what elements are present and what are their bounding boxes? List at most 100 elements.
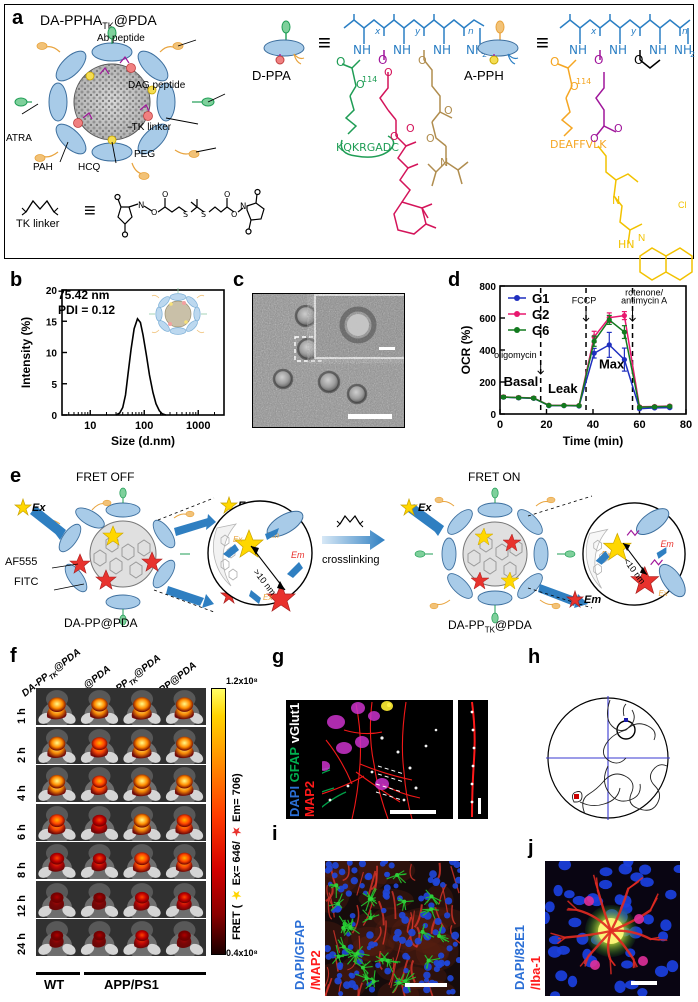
- svg-text:O: O: [162, 190, 168, 199]
- svg-text:15: 15: [46, 317, 58, 328]
- panel-f-colorbar: [211, 688, 226, 955]
- label-vglut1-g: vGlut1: [287, 702, 302, 744]
- tk-linker-structure-right: N: [240, 186, 280, 248]
- svg-text:1000: 1000: [186, 420, 210, 432]
- svg-text:HN: HN: [618, 238, 635, 251]
- panel-g-label-row2: MAP2: [302, 702, 317, 817]
- crosslinking-label: crosslinking: [322, 554, 380, 566]
- label-tk-linker-callout: --TK linker: [127, 122, 172, 133]
- svg-text:Time (min): Time (min): [563, 434, 623, 448]
- tk-linker-legend: [20, 196, 64, 218]
- panel-i-label-row2: /MAP2: [308, 880, 323, 990]
- panel-e-letter: e: [10, 465, 22, 487]
- svg-text:O: O: [384, 66, 393, 79]
- svg-text:10: 10: [84, 420, 96, 432]
- label-dag-peptide: DAG peptide: [128, 80, 186, 91]
- svg-text:antimycin A: antimycin A: [621, 296, 667, 306]
- label-tk-linker-text: TK linker: [131, 122, 172, 133]
- panel-f-row: [36, 842, 206, 879]
- svg-text:O: O: [570, 80, 579, 93]
- nanoparticle-schematic-a: [14, 26, 230, 180]
- svg-text:60: 60: [633, 419, 645, 431]
- colorbar-title: FRET ( ★ Ex= 646/ ★ Em= 706): [230, 710, 243, 940]
- svg-text:Size (d.nm): Size (d.nm): [111, 434, 175, 448]
- svg-text:800: 800: [479, 282, 496, 293]
- fret-off-title: FRET OFF: [76, 470, 135, 484]
- colorbar-title-p2: Em= 706): [231, 773, 243, 822]
- svg-text:DEAFFVLK: DEAFFVLK: [550, 138, 607, 151]
- colorbar-star-yellow: ★: [231, 888, 243, 902]
- tem-image: [252, 293, 405, 428]
- af555-label: AF555: [5, 556, 38, 568]
- em-label-right: Em: [584, 594, 602, 606]
- svg-text:N: N: [612, 194, 620, 207]
- panel-a-letter: a: [12, 7, 24, 29]
- em-star-yellow-left: [220, 495, 238, 515]
- svg-text:2: 2: [690, 50, 695, 59]
- panel-j-letter: j: [528, 837, 534, 859]
- svg-text:O: O: [590, 132, 599, 145]
- svg-text:O: O: [231, 210, 237, 219]
- dppa-name: D-PPA: [252, 68, 291, 83]
- svg-text:O: O: [390, 130, 399, 143]
- panel-g-label-row1: DAPI GFAP vGlut1: [287, 702, 302, 817]
- fret-off-schematic: [18, 487, 228, 626]
- panel-f-timepoint-5: 12 h: [16, 894, 28, 917]
- svg-text:NH: NH: [674, 43, 692, 57]
- dppa-icon: [258, 20, 314, 70]
- panel-j-image: [545, 861, 680, 996]
- svg-text:O: O: [356, 78, 365, 91]
- fret-off-inset: >10 nm Ex Em Em Ex: [205, 498, 315, 612]
- svg-text:10: 10: [46, 349, 58, 360]
- tk-equiv-sign: ≡: [84, 200, 96, 222]
- label-map2-g: MAP2: [302, 780, 317, 817]
- group-bar-wt: [36, 972, 80, 975]
- dapp-pda-name: DA-PP@PDA: [64, 616, 138, 630]
- svg-text:NH: NH: [649, 43, 667, 57]
- dapp-tk-pda-tail: @PDA: [494, 618, 532, 632]
- ex-label-left: Ex: [32, 502, 46, 514]
- panel-f-timepoint-6: 24 h: [16, 932, 28, 955]
- dapp-tk-pda-name: DA-PPTK@PDA: [448, 618, 532, 634]
- panel-f-row: [36, 880, 206, 918]
- panel-f-timepoint-3: 6 h: [16, 823, 28, 840]
- svg-text:Ex: Ex: [659, 589, 669, 598]
- apph-structure: NH NH NH NH 2 x y n O O 114 DEAFFVLK: [550, 14, 696, 281]
- col0-tail: @PDA: [51, 646, 83, 675]
- svg-text:O: O: [634, 53, 643, 67]
- apph-icon: [472, 20, 528, 70]
- panel-d-letter: d: [448, 269, 461, 291]
- svg-text:200: 200: [479, 378, 496, 389]
- svg-text:G1: G1: [532, 291, 549, 306]
- svg-text:Ex: Ex: [233, 535, 243, 544]
- svg-text:y: y: [414, 27, 421, 37]
- svg-text:O: O: [444, 104, 453, 117]
- tk-linker-legend-label: TK linker: [16, 218, 60, 230]
- panel-b-letter: b: [10, 269, 23, 291]
- panel-b-chart: 0 5 10 15 20 10 100 1000 Size (d.nm) Intensity (%…: [16, 272, 231, 448]
- col3-tail: @PDA: [167, 660, 199, 688]
- apph-hcq-n-label: N: [638, 233, 646, 244]
- svg-text:40: 40: [587, 419, 599, 431]
- panel-a-title-sub: TK: [102, 20, 114, 31]
- svg-text:x: x: [590, 27, 597, 37]
- panel-f-row: [36, 765, 206, 802]
- svg-text:0: 0: [497, 419, 503, 431]
- label-pah: PAH: [33, 162, 53, 173]
- svg-text:S: S: [183, 210, 188, 219]
- svg-text:114: 114: [362, 75, 377, 84]
- dapp-tk-pda-main: DA-PP: [448, 618, 485, 632]
- svg-text:20: 20: [540, 419, 552, 431]
- svg-text:n: n: [682, 27, 688, 37]
- svg-text:Em: Em: [291, 550, 305, 560]
- svg-text:600: 600: [479, 314, 496, 325]
- svg-text:O: O: [224, 190, 230, 199]
- crosslinking-tk-glyph: [336, 512, 366, 528]
- apph-equiv-sign: ≡: [536, 30, 549, 55]
- label-hcq: HCQ: [78, 162, 101, 173]
- svg-text:114: 114: [576, 77, 591, 86]
- svg-text:O: O: [378, 53, 387, 67]
- svg-text:Max: Max: [599, 356, 625, 371]
- panel-i-image: [325, 861, 460, 996]
